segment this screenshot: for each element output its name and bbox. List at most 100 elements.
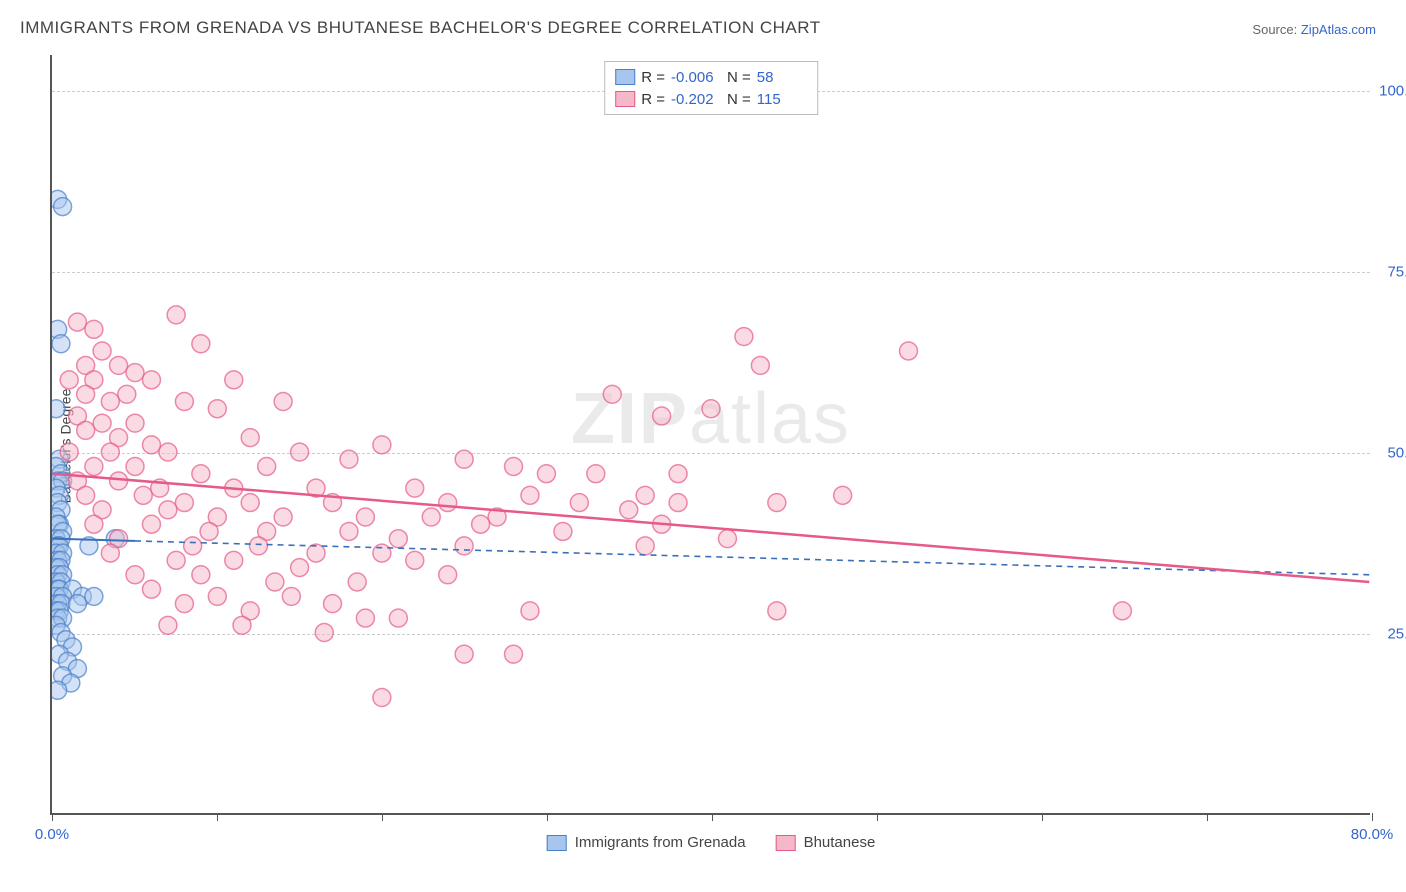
scatter-point bbox=[126, 414, 144, 432]
y-tick-label: 100.0% bbox=[1375, 83, 1406, 100]
y-tick-label: 25.0% bbox=[1375, 626, 1406, 643]
scatter-point bbox=[340, 522, 358, 540]
scatter-point bbox=[85, 458, 103, 476]
scatter-point bbox=[60, 443, 78, 461]
scatter-point bbox=[241, 429, 259, 447]
scatter-point bbox=[134, 486, 152, 504]
scatter-point bbox=[356, 609, 374, 627]
scatter-point bbox=[340, 450, 358, 468]
scatter-point bbox=[521, 486, 539, 504]
scatter-point bbox=[373, 689, 391, 707]
trendline bbox=[53, 474, 1370, 582]
scatter-point bbox=[291, 559, 309, 577]
scatter-point bbox=[110, 356, 128, 374]
x-tick bbox=[382, 813, 383, 821]
r-label: R = bbox=[641, 69, 665, 86]
scatter-point bbox=[192, 566, 210, 584]
scatter-point bbox=[159, 501, 177, 519]
x-tick bbox=[217, 813, 218, 821]
scatter-point bbox=[233, 616, 251, 634]
scatter-point bbox=[768, 494, 786, 512]
legend-swatch bbox=[547, 835, 567, 851]
scatter-point bbox=[587, 465, 605, 483]
scatter-svg bbox=[52, 55, 1370, 813]
scatter-point bbox=[54, 198, 72, 216]
scatter-point bbox=[315, 624, 333, 642]
scatter-point bbox=[143, 371, 161, 389]
scatter-point bbox=[101, 393, 119, 411]
scatter-point bbox=[184, 537, 202, 555]
scatter-point bbox=[85, 515, 103, 533]
scatter-point bbox=[521, 602, 539, 620]
scatter-point bbox=[110, 472, 128, 490]
plot-area: ZIPatlas R = -0.006 N = 58 R = -0.202 N … bbox=[50, 55, 1370, 815]
scatter-point bbox=[718, 530, 736, 548]
scatter-point bbox=[77, 486, 95, 504]
scatter-point bbox=[258, 458, 276, 476]
legend-swatch bbox=[776, 835, 796, 851]
scatter-point bbox=[200, 522, 218, 540]
scatter-point bbox=[101, 544, 119, 562]
legend-label: Bhutanese bbox=[804, 834, 876, 851]
scatter-point bbox=[249, 537, 267, 555]
scatter-point bbox=[77, 421, 95, 439]
stats-legend: R = -0.006 N = 58 R = -0.202 N = 115 bbox=[604, 61, 818, 115]
chart-title: IMMIGRANTS FROM GRENADA VS BHUTANESE BAC… bbox=[20, 18, 821, 38]
swatch-series-2 bbox=[615, 91, 635, 107]
x-tick bbox=[1372, 813, 1373, 821]
source-link[interactable]: ZipAtlas.com bbox=[1301, 22, 1376, 37]
scatter-point bbox=[159, 443, 177, 461]
n-value-1: 58 bbox=[757, 69, 807, 86]
scatter-point bbox=[282, 587, 300, 605]
scatter-point bbox=[241, 494, 259, 512]
x-tick bbox=[877, 813, 878, 821]
scatter-point bbox=[751, 356, 769, 374]
scatter-point bbox=[537, 465, 555, 483]
scatter-point bbox=[373, 544, 391, 562]
scatter-point bbox=[455, 450, 473, 468]
scatter-point bbox=[373, 436, 391, 454]
scatter-point bbox=[735, 328, 753, 346]
series-legend: Immigrants from Grenada Bhutanese bbox=[547, 834, 876, 851]
scatter-point bbox=[52, 681, 67, 699]
n-label: N = bbox=[727, 91, 751, 108]
scatter-point bbox=[653, 407, 671, 425]
stats-row-2: R = -0.202 N = 115 bbox=[615, 88, 807, 110]
r-value-2: -0.202 bbox=[671, 91, 721, 108]
scatter-point bbox=[101, 443, 119, 461]
scatter-point bbox=[348, 573, 366, 591]
legend-item: Bhutanese bbox=[776, 834, 876, 851]
legend-item: Immigrants from Grenada bbox=[547, 834, 746, 851]
scatter-point bbox=[505, 458, 523, 476]
scatter-point bbox=[175, 393, 193, 411]
scatter-point bbox=[167, 551, 185, 569]
legend-label: Immigrants from Grenada bbox=[575, 834, 746, 851]
scatter-point bbox=[439, 566, 457, 584]
scatter-point bbox=[472, 515, 490, 533]
scatter-point bbox=[291, 443, 309, 461]
scatter-point bbox=[85, 587, 103, 605]
scatter-point bbox=[274, 508, 292, 526]
scatter-point bbox=[68, 313, 86, 331]
source-attribution: Source: ZipAtlas.com bbox=[1252, 22, 1376, 37]
scatter-point bbox=[85, 320, 103, 338]
scatter-point bbox=[702, 400, 720, 418]
scatter-point bbox=[143, 436, 161, 454]
scatter-point bbox=[93, 414, 111, 432]
scatter-point bbox=[52, 400, 65, 418]
scatter-point bbox=[192, 335, 210, 353]
scatter-point bbox=[167, 306, 185, 324]
n-value-2: 115 bbox=[757, 91, 807, 108]
scatter-point bbox=[570, 494, 588, 512]
scatter-point bbox=[159, 616, 177, 634]
x-tick bbox=[1207, 813, 1208, 821]
scatter-point bbox=[208, 587, 226, 605]
scatter-point bbox=[669, 465, 687, 483]
scatter-point bbox=[208, 400, 226, 418]
scatter-point bbox=[554, 522, 572, 540]
scatter-point bbox=[422, 508, 440, 526]
swatch-series-1 bbox=[615, 69, 635, 85]
scatter-point bbox=[505, 645, 523, 663]
r-value-1: -0.006 bbox=[671, 69, 721, 86]
x-tick bbox=[52, 813, 53, 821]
